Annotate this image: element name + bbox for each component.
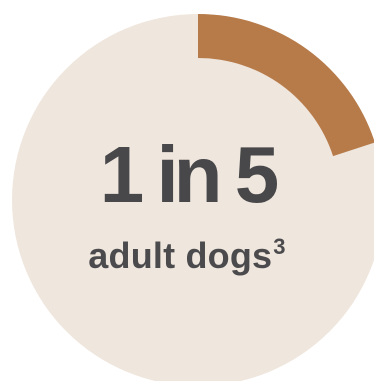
highlight-arc-slice	[198, 14, 374, 157]
subtitle-label: adult dogs3	[0, 226, 374, 277]
subtitle-text: adult dogs	[88, 235, 273, 276]
background-disc	[12, 14, 374, 381]
footnote-marker: 3	[273, 234, 286, 259]
headline-stat: 1 in 5	[99, 130, 280, 219]
